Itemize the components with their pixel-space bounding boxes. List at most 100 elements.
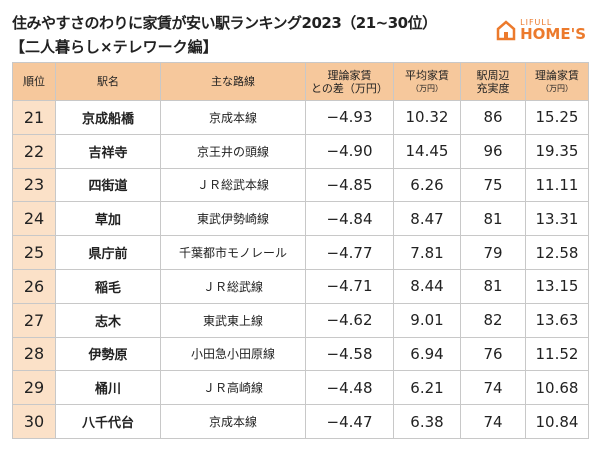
ranking-table: 順位 駅名 主な路線 理論家賃 との差（万円） 平均家賃 （万円） 駅周辺 充実度 理論家賃 （万円… bbox=[12, 62, 589, 439]
logo-name: HOME'S bbox=[520, 25, 586, 43]
table-row: 27 志木 東武東上線 −4.62 9.01 82 13.63 bbox=[12, 302, 589, 338]
table-cell: −4.84 bbox=[305, 201, 394, 237]
table-cell: 74 bbox=[460, 370, 526, 406]
table-cell: 29 bbox=[12, 370, 56, 406]
table-cell: 28 bbox=[12, 336, 56, 372]
header-line: 順位 bbox=[23, 75, 45, 88]
table-cell: 11.11 bbox=[525, 167, 589, 203]
table-cell: 14.45 bbox=[393, 133, 461, 169]
table-cell: −4.77 bbox=[305, 235, 394, 270]
table-cell: 25 bbox=[12, 235, 56, 270]
table-cell: 東武伊勢崎線 bbox=[160, 201, 306, 237]
table-cell: 小田急小田原線 bbox=[160, 336, 306, 372]
table-cell: 8.44 bbox=[393, 268, 461, 304]
table-cell: 6.26 bbox=[393, 167, 461, 203]
header-line: 駅周辺 bbox=[476, 68, 510, 82]
table-cell: 79 bbox=[460, 235, 526, 270]
table-cell: ＪＲ高崎線 bbox=[160, 370, 306, 406]
table-cell: 22 bbox=[12, 133, 56, 169]
table-cell: 京王井の頭線 bbox=[160, 133, 306, 169]
table-cell: 京成本線 bbox=[160, 404, 306, 439]
table-cell: −4.71 bbox=[305, 268, 394, 304]
header-line: （万円） bbox=[411, 83, 443, 93]
table-cell: 96 bbox=[460, 133, 526, 169]
table-cell: −4.85 bbox=[305, 167, 394, 203]
table-cell: 伊勢原 bbox=[55, 336, 161, 372]
header-line: との差（万円） bbox=[311, 81, 388, 95]
header-line: 主な路線 bbox=[211, 75, 255, 88]
table-row: 25 県庁前 千葉都市モノレール −4.77 7.81 79 12.58 bbox=[12, 235, 589, 270]
table-cell: 7.81 bbox=[393, 235, 461, 270]
table-cell: 86 bbox=[460, 100, 526, 135]
logo: LIFULL HOME'S bbox=[496, 18, 586, 42]
table-cell: −4.48 bbox=[305, 370, 394, 406]
logo-brand: LIFULL bbox=[520, 18, 553, 27]
table-cell: 東武東上線 bbox=[160, 302, 306, 338]
header-line: 駅名 bbox=[97, 75, 119, 88]
table-row: 23 四街道 ＪＲ総武本線 −4.85 6.26 75 11.11 bbox=[12, 167, 589, 203]
header-row: 順位 駅名 主な路線 理論家賃 との差（万円） 平均家賃 （万円） 駅周辺 充実度 理論家賃 （万円… bbox=[12, 62, 589, 101]
table-body: 21 京成船橋 京成本線 −4.93 10.32 86 15.25 22 吉祥寺 京王井の頭線 −4… bbox=[12, 100, 589, 439]
header-line: 理論家賃 bbox=[327, 68, 372, 82]
table-cell: 13.15 bbox=[525, 268, 589, 304]
table-cell: 13.31 bbox=[525, 201, 589, 237]
table-cell: 桶川 bbox=[55, 370, 161, 406]
table-cell: 稲毛 bbox=[55, 268, 161, 304]
header-line: 平均家賃 bbox=[405, 68, 449, 82]
table-row: 26 稲毛 ＪＲ総武線 −4.71 8.44 81 13.15 bbox=[12, 268, 589, 304]
table-row: 29 桶川 ＪＲ高崎線 −4.48 6.21 74 10.68 bbox=[12, 370, 589, 406]
header-line: 充実度 bbox=[476, 81, 510, 95]
table-cell: ＪＲ総武線 bbox=[160, 268, 306, 304]
table-cell: 81 bbox=[460, 201, 526, 237]
title: 住みやすさのわりに家賃が安い駅ランキング2023（21~30位） bbox=[12, 14, 437, 32]
table-cell: 6.38 bbox=[393, 404, 461, 439]
table-cell: 24 bbox=[12, 201, 56, 237]
table-cell: 76 bbox=[460, 336, 526, 372]
table-cell: 6.94 bbox=[393, 336, 461, 372]
table-cell: 10.84 bbox=[525, 404, 589, 439]
table-cell: 13.63 bbox=[525, 302, 589, 338]
table-cell: 23 bbox=[12, 167, 56, 203]
table-row: 28 伊勢原 小田急小田原線 −4.58 6.94 76 11.52 bbox=[12, 336, 589, 372]
table-cell: 12.58 bbox=[525, 235, 589, 270]
table-cell: −4.93 bbox=[305, 100, 394, 135]
logo-icon bbox=[496, 20, 516, 41]
table-cell: 千葉都市モノレール bbox=[160, 235, 306, 270]
table-row: 24 草加 東武伊勢崎線 −4.84 8.47 81 13.31 bbox=[12, 201, 589, 237]
table-cell: 27 bbox=[12, 302, 56, 338]
table-cell: 八千代台 bbox=[55, 404, 161, 439]
table-cell: 10.68 bbox=[525, 370, 589, 406]
table-cell: 京成本線 bbox=[160, 100, 306, 135]
table-row: 30 八千代台 京成本線 −4.47 6.38 74 10.84 bbox=[12, 404, 589, 439]
table-cell: −4.58 bbox=[305, 336, 394, 372]
table-row: 21 京成船橋 京成本線 −4.93 10.32 86 15.25 bbox=[12, 100, 589, 135]
table-row: 22 吉祥寺 京王井の頭線 −4.90 14.45 96 19.35 bbox=[12, 133, 589, 169]
table-cell: 30 bbox=[12, 404, 56, 439]
column-header: 順位 bbox=[12, 62, 56, 101]
table-cell: 6.21 bbox=[393, 370, 461, 406]
table-cell: 吉祥寺 bbox=[55, 133, 161, 169]
column-header: 駅名 bbox=[55, 62, 161, 101]
table-cell: 県庁前 bbox=[55, 235, 161, 270]
table-cell: 74 bbox=[460, 404, 526, 439]
table-cell: 四街道 bbox=[55, 167, 161, 203]
header-line: （万円） bbox=[541, 83, 573, 93]
table-cell: ＪＲ総武本線 bbox=[160, 167, 306, 203]
table-cell: 26 bbox=[12, 268, 56, 304]
table-cell: 京成船橋 bbox=[55, 100, 161, 135]
table-cell: 15.25 bbox=[525, 100, 589, 135]
table-cell: 志木 bbox=[55, 302, 161, 338]
table-cell: −4.62 bbox=[305, 302, 394, 338]
table-cell: 19.35 bbox=[525, 133, 589, 169]
table-cell: −4.90 bbox=[305, 133, 394, 169]
subtitle: 【二人暮らし×テレワーク編】 bbox=[10, 38, 218, 56]
column-header: 理論家賃 との差（万円） bbox=[305, 62, 394, 101]
table-cell: 75 bbox=[460, 167, 526, 203]
table-cell: 10.32 bbox=[393, 100, 461, 135]
table-cell: 9.01 bbox=[393, 302, 461, 338]
table-cell: 82 bbox=[460, 302, 526, 338]
column-header: 駅周辺 充実度 bbox=[460, 62, 526, 101]
table-cell: 81 bbox=[460, 268, 526, 304]
column-header: 平均家賃 （万円） bbox=[393, 62, 461, 101]
